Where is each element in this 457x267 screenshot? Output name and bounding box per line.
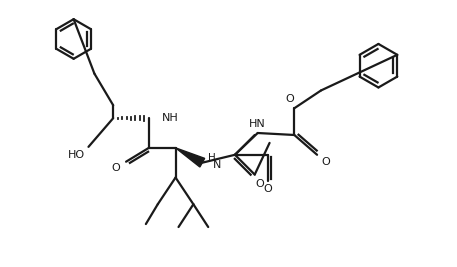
Text: O: O bbox=[263, 184, 272, 194]
Text: O: O bbox=[285, 94, 294, 104]
Text: HO: HO bbox=[68, 150, 85, 160]
Text: O: O bbox=[322, 157, 330, 167]
Text: H: H bbox=[208, 153, 216, 163]
Text: N: N bbox=[213, 160, 222, 170]
Text: NH: NH bbox=[162, 113, 178, 123]
Text: O: O bbox=[112, 163, 121, 173]
Polygon shape bbox=[175, 148, 205, 167]
Text: O: O bbox=[255, 179, 264, 190]
Text: HN: HN bbox=[250, 119, 266, 129]
